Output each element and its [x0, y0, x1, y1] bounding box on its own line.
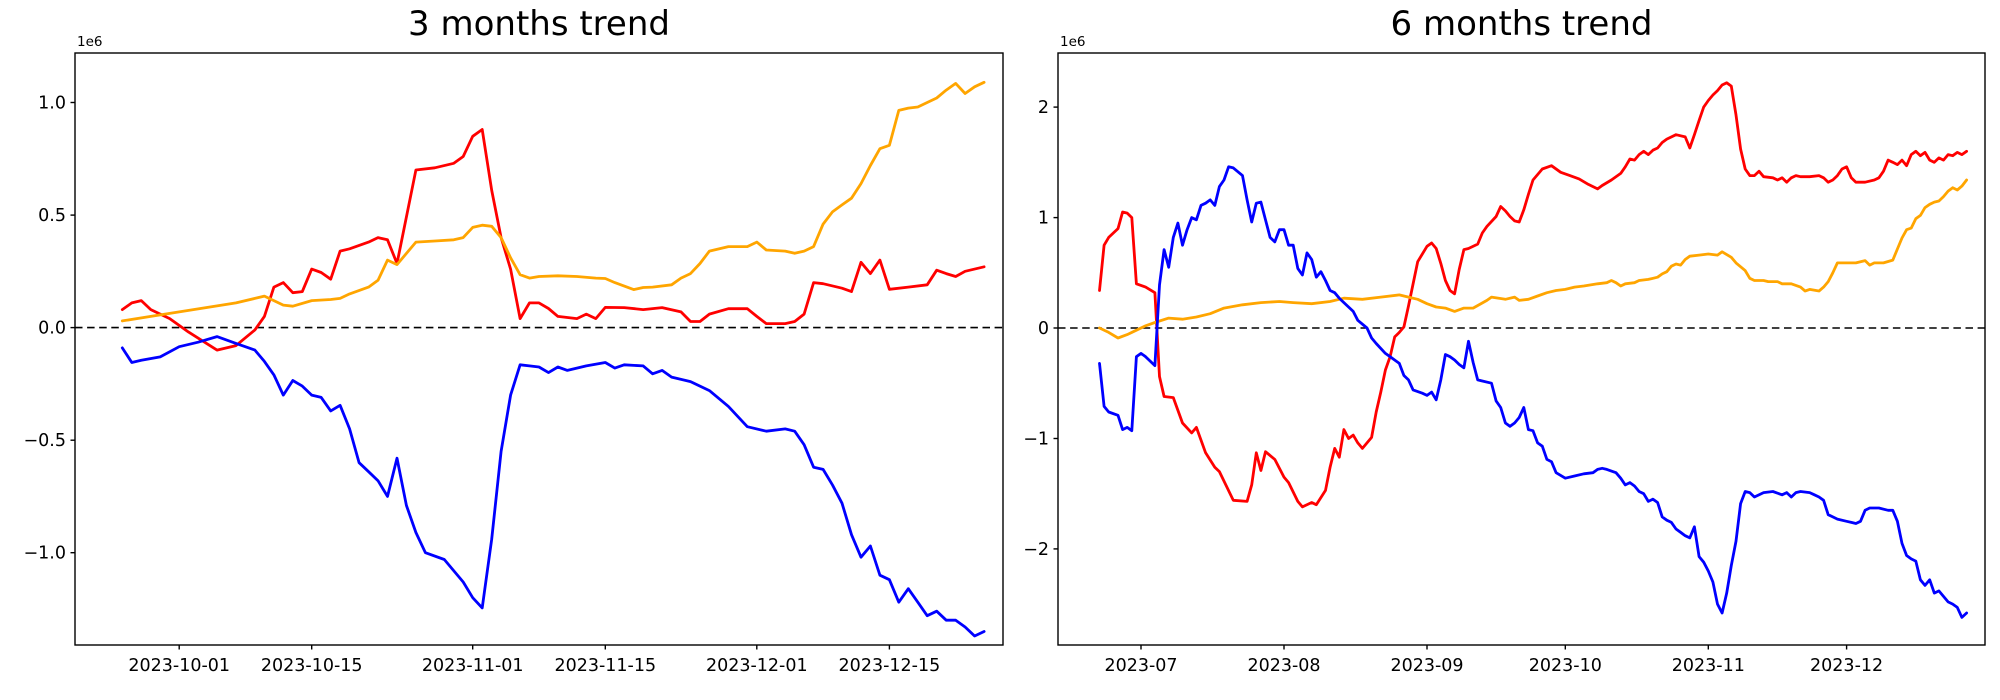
series-line-blue [120, 335, 986, 638]
x-tick-label: 2023-11-01 [422, 656, 524, 676]
chart-6-months: 2023-07 2023-08 2023-09 2023-10 2023-11 2023-… [1023, 34, 1986, 676]
y-tick-label: 1 [1038, 209, 1049, 229]
y-tick-label: −0.5 [24, 431, 67, 451]
x-tick-label: 2023-12-15 [839, 656, 941, 676]
x-tick-label: 2023-12-01 [706, 656, 808, 676]
x-tick-label: 2023-10-15 [261, 656, 363, 676]
y-tick-label: −2 [1023, 540, 1049, 560]
chart-title-6-months: 6 months trend [1390, 4, 1653, 44]
y-axis-offset-label: 1e6 [77, 34, 102, 50]
x-tick-label: 2023-09 [1390, 656, 1463, 676]
chart-3-months: 2023-10-01 2023-10-15 2023-11-01 2023-11-15… [24, 34, 1004, 676]
y-axis-offset-label: 1e6 [1060, 34, 1085, 50]
y-tick-label: 0.0 [38, 319, 66, 339]
series-line-red [1098, 81, 1968, 509]
y-tick-label: 1.0 [38, 94, 66, 114]
plot-border [74, 52, 1004, 646]
plot-border [1057, 52, 1986, 646]
y-tick-label: −1.0 [24, 544, 67, 564]
x-tick-label: 2023-07 [1104, 656, 1177, 676]
y-tick-label: 2 [1038, 98, 1049, 118]
y-tick-label: −1 [1023, 430, 1049, 450]
series-line-red [120, 128, 986, 352]
series-line-blue [1098, 165, 1968, 619]
series-line-orange [120, 80, 986, 323]
x-tick-label: 2023-11-15 [554, 656, 656, 676]
x-tick-label: 2023-10 [1529, 656, 1602, 676]
chart-title-3-months: 3 months trend [408, 4, 670, 44]
x-tick-label: 2023-08 [1247, 656, 1320, 676]
x-tick-label: 2023-12 [1810, 656, 1883, 676]
x-tick-label: 2023-10-01 [128, 656, 230, 676]
series-line-orange [1098, 178, 1968, 340]
x-tick-label: 2023-11 [1672, 656, 1745, 676]
y-tick-label: 0 [1038, 319, 1049, 339]
y-tick-label: 0.5 [38, 206, 66, 226]
